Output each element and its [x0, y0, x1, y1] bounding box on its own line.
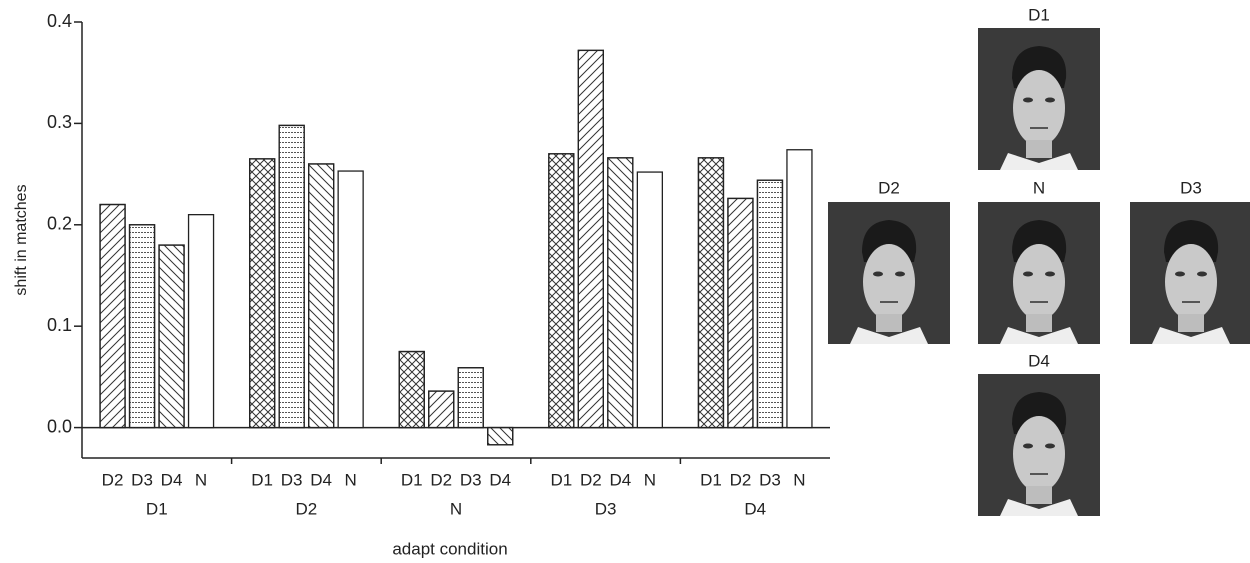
face-label: D4 — [1028, 351, 1050, 370]
bar-label: N — [644, 470, 656, 489]
bar-pattern — [279, 125, 304, 427]
bar-pattern — [728, 198, 753, 427]
bar-label: D4 — [609, 470, 631, 489]
bar-label: D1 — [401, 470, 423, 489]
y-tick-label: 0.2 — [47, 214, 72, 234]
bar-label: D3 — [281, 470, 303, 489]
group-label: D3 — [595, 499, 617, 518]
face-label: D1 — [1028, 5, 1050, 24]
face-label: D2 — [878, 178, 900, 197]
bar-pattern — [578, 50, 603, 427]
y-tick-label: 0.4 — [47, 11, 72, 31]
bar-label: D1 — [700, 470, 722, 489]
bar-pattern — [309, 164, 334, 428]
group-label: D1 — [146, 499, 168, 518]
bar — [189, 215, 214, 428]
bar-pattern — [429, 391, 454, 428]
bar-label: D3 — [759, 470, 781, 489]
bar-pattern — [698, 158, 723, 428]
group-label: D4 — [744, 499, 766, 518]
bar — [338, 171, 363, 428]
bar-label: D1 — [550, 470, 572, 489]
bar-label: D2 — [730, 470, 752, 489]
group-label: D2 — [296, 499, 318, 518]
bar-label: D2 — [430, 470, 452, 489]
bar-pattern — [399, 352, 424, 428]
bar-label: D1 — [251, 470, 273, 489]
figure: shift in matches adapt condition D1 D2 N… — [0, 0, 1250, 563]
bar-label: N — [793, 470, 805, 489]
bar-label: D3 — [460, 470, 482, 489]
y-tick-label: 0.1 — [47, 315, 72, 335]
bar-label: D4 — [489, 470, 511, 489]
bar-pattern — [130, 225, 155, 428]
bar-pattern — [608, 158, 633, 428]
bar-pattern — [159, 245, 184, 428]
bar-pattern — [250, 159, 275, 428]
bar-label: N — [345, 470, 357, 489]
y-tick-label: 0.3 — [47, 112, 72, 132]
bar-label: D2 — [580, 470, 602, 489]
bar-pattern — [458, 368, 483, 428]
y-axis-label: shift in matches — [13, 184, 30, 295]
bar-label: D2 — [102, 470, 124, 489]
bar — [637, 172, 662, 428]
y-tick-label: 0.0 — [47, 416, 72, 436]
bar — [787, 150, 812, 428]
bar-label: D4 — [161, 470, 183, 489]
bar-pattern — [488, 428, 513, 445]
face-label: N — [1033, 178, 1045, 197]
x-axis-label: adapt condition — [392, 539, 507, 558]
bar-pattern — [100, 205, 125, 428]
face-images — [828, 28, 1250, 516]
bar-pattern — [549, 154, 574, 428]
face-label: D3 — [1180, 178, 1202, 197]
bar-label: D4 — [310, 470, 332, 489]
bar-label: N — [195, 470, 207, 489]
bar-label: D3 — [131, 470, 153, 489]
bar-pattern — [757, 180, 782, 427]
group-label: N — [450, 499, 462, 518]
